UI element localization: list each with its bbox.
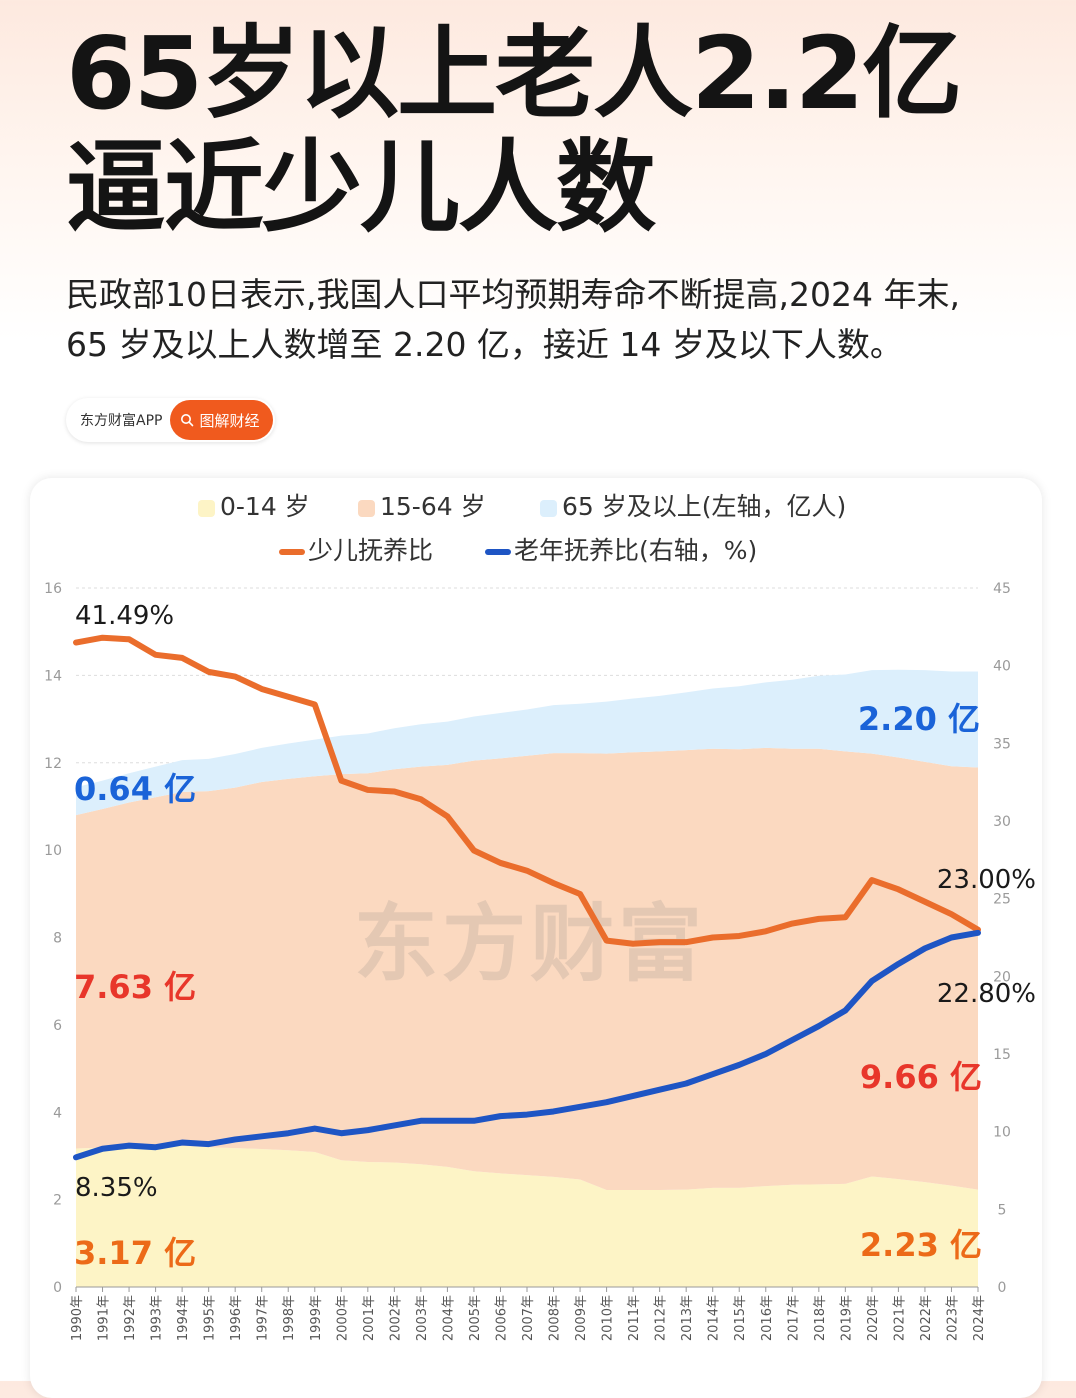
y-left-tick-label: 12 bbox=[44, 756, 62, 772]
legend-label: 0-14 岁 bbox=[220, 492, 310, 521]
x-tick-label: 1990年 bbox=[70, 1295, 85, 1341]
y-right-tick-label: 30 bbox=[993, 814, 1011, 830]
x-tick-label: 2000年 bbox=[335, 1295, 350, 1341]
legend-swatch bbox=[358, 500, 375, 517]
y-right-tick-label: 25 bbox=[993, 892, 1011, 908]
data-annotation: 7.63 亿 bbox=[74, 968, 196, 1006]
subtitle-line-2: 65 岁及以上人数增至 2.20 亿，接近 14 岁及以下人数。 bbox=[66, 325, 903, 364]
x-tick-label: 2008年 bbox=[548, 1295, 563, 1341]
x-tick-label: 1996年 bbox=[229, 1295, 244, 1341]
y-right-tick-label: 20 bbox=[993, 969, 1011, 985]
x-tick-label: 2009年 bbox=[574, 1295, 589, 1341]
data-annotation: 22.80% bbox=[937, 979, 1036, 1009]
x-tick-label: 2020年 bbox=[866, 1295, 881, 1341]
y-left-tick-label: 6 bbox=[53, 1018, 62, 1034]
y-right-tick-label: 40 bbox=[993, 659, 1011, 675]
y-right-tick-label: 5 bbox=[998, 1202, 1007, 1218]
legend-label: 少儿抚养比 bbox=[308, 536, 433, 565]
y-right-tick-label: 45 bbox=[993, 581, 1011, 597]
line-series bbox=[73, 929, 981, 1161]
population-chart: 0 2 4 6 8 10 12 14 16 0 5 10 15 20 25 30 35 40 45 1990年 1991… bbox=[44, 492, 1036, 1341]
legend-swatch bbox=[198, 500, 215, 517]
x-tick-label: 2002年 bbox=[388, 1295, 403, 1341]
x-tick-label: 1994年 bbox=[176, 1295, 191, 1341]
x-tick-label: 2016年 bbox=[760, 1295, 775, 1341]
headline-line-1: 65岁以上老人2.2亿 bbox=[66, 15, 962, 132]
source-label: 东方财富APP bbox=[80, 413, 163, 429]
x-tick-label: 2015年 bbox=[733, 1295, 748, 1341]
x-tick-label: 2006年 bbox=[494, 1295, 509, 1341]
data-annotation: 41.49% bbox=[75, 601, 174, 631]
data-annotation: 8.35% bbox=[75, 1173, 158, 1203]
x-tick-label: 1997年 bbox=[256, 1295, 271, 1341]
x-tick-label: 2018年 bbox=[813, 1295, 828, 1341]
source-tag: 东方财富APP 图解财经 bbox=[66, 398, 276, 442]
legend-label: 65 岁及以上(左轴，亿人) bbox=[562, 492, 846, 521]
y-right-tick-label: 35 bbox=[993, 736, 1011, 752]
data-annotation: 3.17 亿 bbox=[74, 1234, 196, 1272]
y-right-tick-label: 15 bbox=[993, 1047, 1011, 1063]
search-icon bbox=[181, 414, 194, 427]
y-left-tick-label: 8 bbox=[53, 931, 62, 947]
x-tick-label: 2010年 bbox=[601, 1295, 616, 1341]
topic-button-label: 图解财经 bbox=[199, 411, 260, 430]
area-series bbox=[76, 1145, 978, 1287]
x-tick-label: 2013年 bbox=[680, 1295, 695, 1341]
x-tick-label: 1993年 bbox=[150, 1295, 165, 1341]
x-tick-label: 2023年 bbox=[945, 1295, 960, 1341]
x-tick-label: 1991年 bbox=[97, 1295, 112, 1341]
legend-label: 15-64 岁 bbox=[380, 492, 486, 521]
x-tick-label: 2007年 bbox=[521, 1295, 536, 1341]
x-tick-label: 1995年 bbox=[203, 1295, 218, 1341]
data-annotation: 23.00% bbox=[937, 865, 1036, 895]
data-annotation: 2.23 亿 bbox=[860, 1226, 982, 1264]
x-tick-label: 2011年 bbox=[627, 1295, 642, 1341]
y-left-tick-label: 0 bbox=[53, 1280, 62, 1296]
area-series bbox=[76, 747, 978, 1191]
line-series bbox=[73, 634, 981, 947]
x-tick-label: 2003年 bbox=[415, 1295, 430, 1341]
x-tick-label: 2024年 bbox=[972, 1295, 987, 1341]
x-tick-label: 2022年 bbox=[919, 1295, 934, 1341]
x-tick-label: 2004年 bbox=[441, 1295, 456, 1341]
area-series bbox=[76, 669, 978, 816]
y-left-tick-label: 14 bbox=[44, 668, 62, 684]
data-annotation: 0.64 亿 bbox=[74, 770, 196, 808]
x-tick-label: 2021年 bbox=[892, 1295, 907, 1341]
x-tick-label: 2017年 bbox=[786, 1295, 801, 1341]
x-tick-label: 2014年 bbox=[707, 1295, 722, 1341]
x-tick-label: 2001年 bbox=[362, 1295, 377, 1341]
data-annotation: 2.20 亿 bbox=[858, 700, 980, 738]
headline-line-2: 逼近少儿人数 bbox=[66, 129, 656, 246]
y-left-tick-label: 16 bbox=[44, 581, 62, 597]
y-left-tick-label: 4 bbox=[53, 1105, 62, 1121]
x-tick-label: 2012年 bbox=[654, 1295, 669, 1341]
y-right-tick-label: 0 bbox=[998, 1280, 1007, 1296]
x-tick-label: 1998年 bbox=[282, 1295, 297, 1341]
data-annotation: 9.66 亿 bbox=[860, 1058, 982, 1096]
topic-button[interactable]: 图解财经 bbox=[170, 400, 274, 440]
y-right-tick-label: 10 bbox=[993, 1125, 1011, 1141]
subtitle-line-1: 民政部10日表示,我国人口平均预期寿命不断提高,2024 年末, bbox=[66, 275, 960, 314]
y-left-tick-label: 2 bbox=[53, 1193, 62, 1209]
legend-swatch bbox=[540, 500, 557, 517]
chart-card: 0 2 4 6 8 10 12 14 16 0 5 10 15 20 25 30 35 40 45 1990年 1991… bbox=[30, 478, 1042, 1398]
x-tick-label: 1999年 bbox=[309, 1295, 324, 1341]
x-tick-label: 2005年 bbox=[468, 1295, 483, 1341]
y-left-tick-label: 10 bbox=[44, 843, 62, 859]
x-tick-label: 2019年 bbox=[839, 1295, 854, 1341]
legend-label: 老年抚养比(右轴，%) bbox=[514, 536, 757, 565]
x-tick-label: 1992年 bbox=[123, 1295, 138, 1341]
